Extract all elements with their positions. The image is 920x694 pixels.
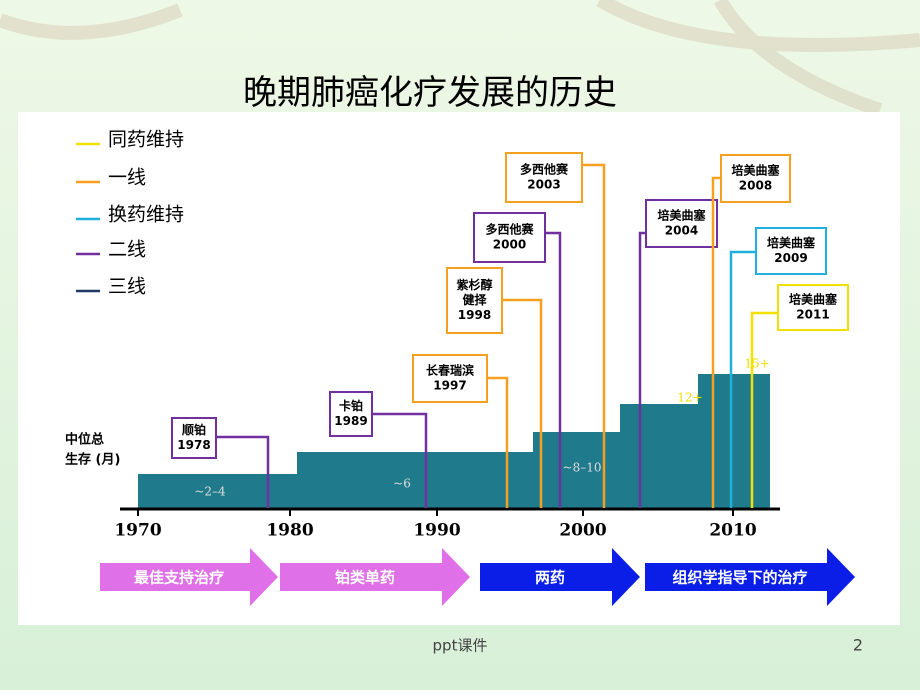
survival-label: ~2–4 — [194, 485, 226, 499]
drug-box — [446, 267, 503, 334]
drug-label: 多西他赛 — [520, 162, 569, 177]
legend-label: 二线 — [108, 239, 146, 261]
axis-label: 2000 — [559, 521, 606, 541]
drug-line — [582, 163, 606, 508]
drug-box — [645, 199, 718, 248]
drug-label: 1997 — [433, 379, 466, 393]
legend-label: 三线 — [108, 276, 146, 298]
drug-line — [729, 250, 756, 508]
drug-label: 2011 — [796, 308, 829, 322]
drug-label: 2008 — [739, 179, 772, 193]
legend-label: 一线 — [108, 167, 146, 189]
drug-line — [502, 298, 543, 508]
drug-box — [720, 154, 791, 203]
era-label: 组织学指导下的治疗 — [672, 569, 807, 587]
y-label: 生存 (月) — [65, 452, 120, 468]
drug-line — [711, 176, 721, 508]
survival-steps — [138, 374, 770, 508]
branches — [0, 0, 920, 117]
era-arrow — [480, 548, 640, 606]
drug-label: 2003 — [527, 178, 560, 192]
survival-label: 15+ — [744, 357, 769, 371]
title: 晚期肺癌化疗发展的历史 — [243, 73, 617, 113]
era-label: 最佳支持治疗 — [134, 569, 224, 587]
drug-line — [545, 231, 562, 508]
y-label: 中位总 — [65, 432, 104, 448]
drug-line — [750, 311, 778, 508]
axis-label: 1980 — [266, 521, 313, 541]
era-label: 铂类单药 — [335, 569, 395, 587]
survival-label: 12+ — [677, 391, 702, 405]
drug-box — [171, 417, 217, 459]
legend-label: 同药维持 — [108, 129, 184, 151]
drug-box — [777, 284, 849, 331]
drug-label: 培美曲塞 — [767, 235, 816, 250]
page-number: 2 — [853, 636, 863, 655]
drug-label: 培美曲塞 — [731, 163, 780, 178]
drug-box — [329, 391, 373, 437]
axis-label: 2010 — [709, 521, 756, 541]
axis-label: 1990 — [413, 521, 460, 541]
drug-line — [216, 435, 270, 508]
drug-box — [412, 354, 488, 403]
drug-box — [473, 212, 546, 263]
drug-box — [505, 152, 583, 203]
era-arrow — [280, 548, 470, 606]
drug-label: 健择 — [462, 292, 487, 307]
drug-label: 卡铂 — [339, 398, 363, 413]
survival-label: ~8–10 — [563, 461, 602, 475]
drug-label: 2000 — [493, 238, 526, 252]
drug-label: 顺铂 — [182, 422, 206, 437]
era-arrow — [645, 548, 855, 606]
drug-label: 多西他赛 — [485, 222, 534, 237]
legend-label: 换药维持 — [108, 204, 184, 226]
drug-label: 培美曲塞 — [657, 208, 706, 223]
survival-label: ~6 — [393, 477, 411, 491]
era-label: 两药 — [535, 569, 565, 587]
drug-label: 1978 — [177, 438, 210, 452]
drug-label: 培美曲塞 — [789, 292, 838, 307]
drug-label: 2009 — [774, 251, 807, 265]
footer: ppt课件 — [433, 637, 488, 655]
drug-label: 1989 — [334, 414, 367, 428]
drug-label: 2004 — [665, 224, 698, 238]
drug-label: 紫杉醇 — [456, 277, 492, 292]
era-arrow — [100, 548, 278, 606]
axis-label: 1970 — [114, 521, 161, 541]
drug-label: 1998 — [458, 308, 491, 322]
drug-line — [638, 231, 646, 508]
drug-label: 长春瑞滨 — [426, 363, 474, 378]
drug-line — [372, 412, 428, 508]
drug-line — [487, 376, 509, 508]
drug-box — [755, 227, 827, 275]
